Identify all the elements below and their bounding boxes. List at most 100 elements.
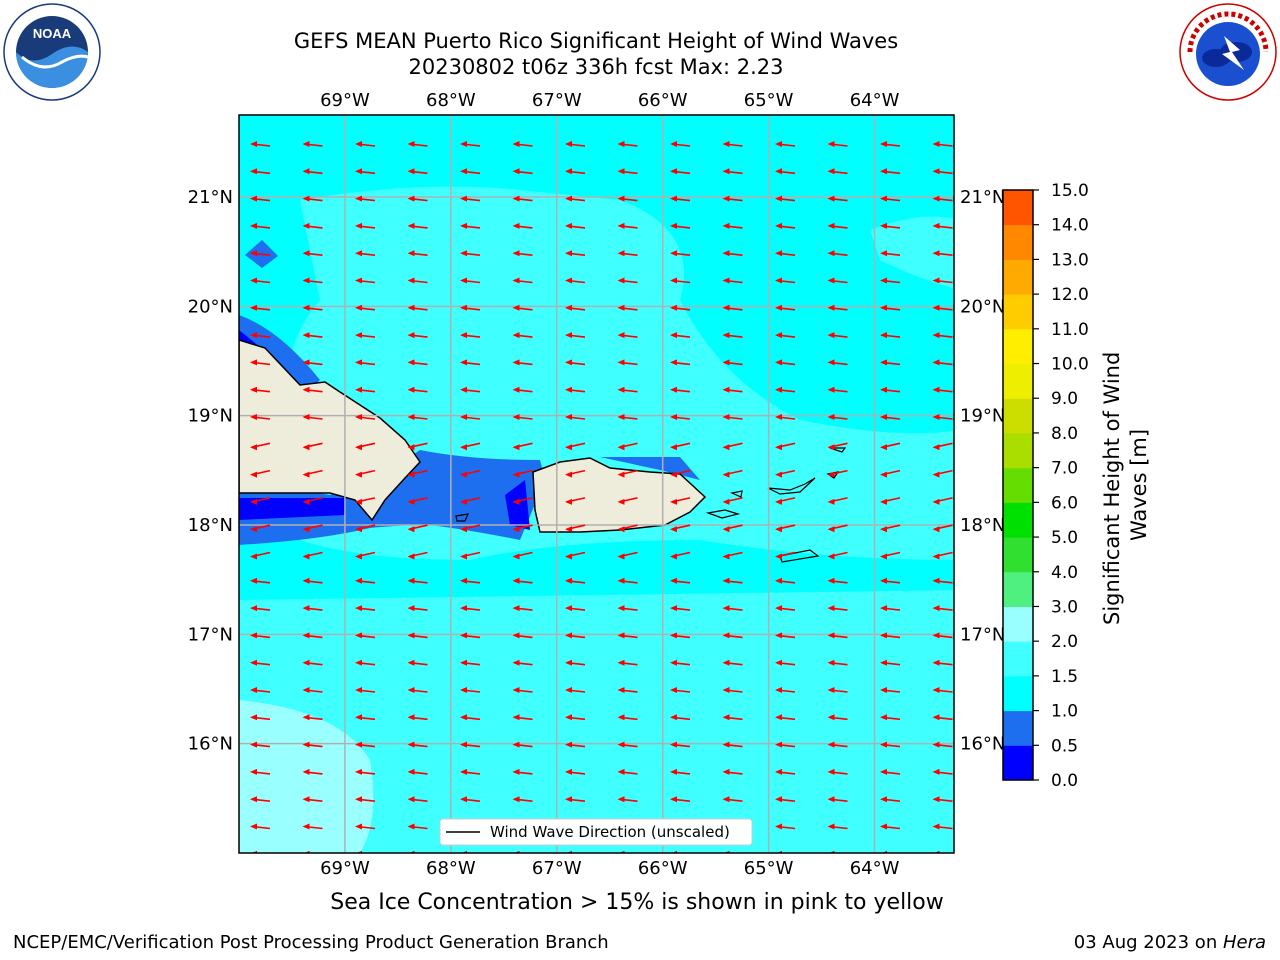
wave-arrow bbox=[355, 414, 376, 420]
wave-arrow bbox=[250, 277, 271, 284]
wave-arrow bbox=[617, 222, 638, 229]
wave-arrow bbox=[775, 141, 796, 147]
wave-arrow bbox=[775, 497, 796, 505]
wave-arrow bbox=[722, 332, 743, 339]
wave-arrow bbox=[775, 551, 796, 560]
map-title: GEFS MEAN Puerto Rico Significant Height… bbox=[293, 29, 899, 53]
wave-arrow bbox=[407, 687, 428, 693]
colorbar-bin bbox=[1003, 606, 1033, 642]
wave-arrow bbox=[512, 469, 533, 478]
wave-arrow bbox=[932, 823, 953, 830]
lon-label-bottom: 64°W bbox=[850, 858, 900, 879]
wave-arrow bbox=[617, 469, 638, 478]
map-subtitle-run: 20230802 t06z 336h fcst Max: 2.23 bbox=[408, 55, 784, 79]
wave-arrow bbox=[827, 632, 848, 639]
colorbar-tick: 7.0 bbox=[1051, 459, 1078, 479]
wave-arrow bbox=[880, 304, 901, 311]
wave-arrow bbox=[250, 714, 271, 721]
wave-arrow bbox=[302, 796, 323, 803]
wave-arrow bbox=[407, 796, 428, 803]
wave-arrow bbox=[250, 359, 271, 366]
wave-arrow bbox=[302, 168, 323, 175]
wave-arrow bbox=[355, 386, 376, 393]
lat-label-right: 16°N bbox=[960, 734, 1005, 755]
wave-arrow bbox=[302, 714, 323, 721]
wave-arrow bbox=[565, 304, 586, 311]
wave-height-field bbox=[239, 115, 954, 853]
wave-arrow bbox=[565, 250, 586, 257]
arrow-legend: Wind Wave Direction (unscaled) bbox=[439, 818, 753, 846]
wave-arrow bbox=[670, 741, 691, 748]
sea-ice-note: Sea Ice Concentration > 15% is shown in … bbox=[330, 890, 944, 915]
wave-arrow bbox=[880, 195, 901, 202]
wave-arrow bbox=[670, 141, 691, 147]
wave-arrow bbox=[565, 168, 586, 175]
wave-arrow bbox=[775, 277, 796, 284]
wave-arrow bbox=[460, 442, 481, 451]
wave-arrow bbox=[250, 659, 271, 666]
wave-arrow bbox=[827, 551, 848, 560]
wave-arrow bbox=[670, 359, 691, 366]
wave-arrow bbox=[460, 605, 481, 612]
wave-arrow bbox=[932, 250, 953, 257]
wave-arrow bbox=[407, 250, 428, 257]
wave-arrow bbox=[565, 659, 586, 666]
wave-arrow bbox=[512, 141, 533, 147]
wave-arrow bbox=[250, 687, 271, 693]
colorbar-bin bbox=[1003, 467, 1033, 503]
wave-arrow bbox=[722, 577, 743, 584]
wave-arrow bbox=[775, 714, 796, 721]
wave-arrow bbox=[827, 741, 848, 748]
wave-arrow bbox=[880, 386, 901, 393]
colorbar-bin bbox=[1003, 675, 1033, 712]
wave-arrow bbox=[512, 277, 533, 284]
lon-label-top: 67°W bbox=[532, 90, 582, 111]
wave-arrow bbox=[407, 222, 428, 229]
wave-arrow bbox=[512, 551, 533, 560]
wave-arrow bbox=[932, 195, 953, 202]
wave-arrow bbox=[617, 442, 638, 451]
wave-arrow bbox=[722, 687, 743, 693]
wave-arrow bbox=[407, 524, 428, 533]
wave-arrow bbox=[565, 195, 586, 202]
wave-arrow bbox=[775, 687, 796, 693]
wave-arrow bbox=[722, 250, 743, 257]
wave-arrow bbox=[880, 687, 901, 693]
wave-arrow bbox=[880, 768, 901, 775]
wave-arrow bbox=[512, 524, 533, 533]
wave-arrow bbox=[250, 577, 271, 584]
wave-arrow bbox=[880, 277, 901, 284]
wave-arrow bbox=[775, 250, 796, 257]
wave-arrow bbox=[565, 469, 586, 478]
wave-arrow bbox=[880, 442, 901, 451]
wave-arrow bbox=[302, 524, 323, 533]
colorbar-bin bbox=[1003, 363, 1033, 399]
wave-arrow bbox=[302, 386, 323, 393]
wave-arrow bbox=[827, 332, 848, 339]
wave-arrow bbox=[250, 386, 271, 393]
colorbar-tick: 0.5 bbox=[1051, 736, 1078, 756]
wave-arrow bbox=[355, 195, 376, 202]
wave-arrow bbox=[880, 524, 901, 533]
wave-arrow bbox=[932, 442, 953, 451]
wave-arrow bbox=[932, 524, 953, 533]
colorbar-label: Significant Height of Wind Waves [m] bbox=[1100, 345, 1151, 625]
wave-arrow bbox=[617, 551, 638, 560]
wave-arrow bbox=[722, 659, 743, 666]
wave-arrow bbox=[932, 577, 953, 584]
wave-arrow bbox=[407, 304, 428, 311]
wave-arrow bbox=[302, 632, 323, 639]
wave-arrow bbox=[302, 141, 323, 147]
wave-arrow bbox=[775, 359, 796, 366]
wave-arrow bbox=[407, 768, 428, 775]
wave-arrow bbox=[880, 359, 901, 366]
wave-arrow bbox=[407, 823, 428, 830]
colorbar-bin bbox=[1003, 641, 1033, 677]
wave-arrow bbox=[355, 687, 376, 693]
colorbar-bin bbox=[1003, 294, 1033, 330]
wave-arrow bbox=[355, 823, 376, 830]
colorbar-tick: 3.0 bbox=[1051, 597, 1078, 617]
wave-arrow bbox=[670, 524, 691, 533]
wave-arrow bbox=[880, 605, 901, 612]
wave-arrow bbox=[775, 195, 796, 202]
